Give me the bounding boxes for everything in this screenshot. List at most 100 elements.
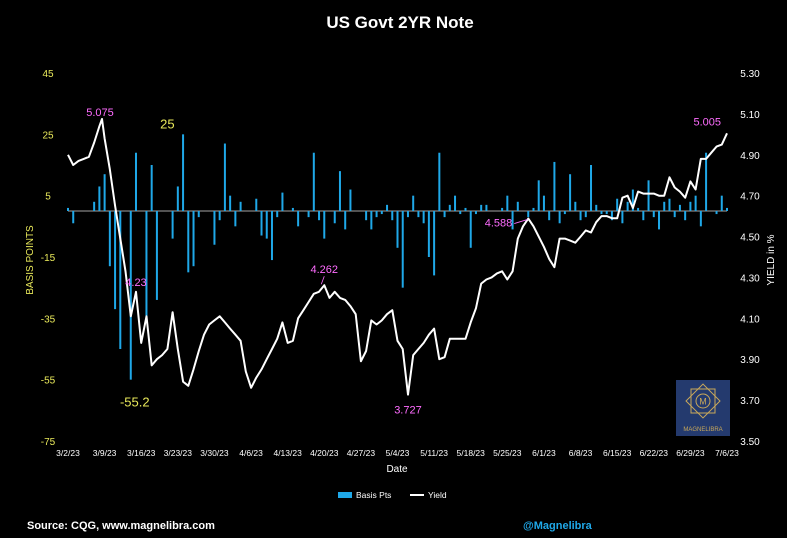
bar bbox=[182, 134, 185, 211]
x-tick-label: 6/1/23 bbox=[532, 448, 556, 458]
bar bbox=[349, 189, 352, 211]
magnelibra-logo: M MAGNELIBRA bbox=[676, 380, 730, 436]
bar bbox=[396, 211, 399, 248]
bar bbox=[595, 204, 598, 211]
bar bbox=[658, 211, 661, 230]
bar bbox=[386, 204, 389, 211]
bar bbox=[239, 201, 242, 211]
annotation-label: 3.727 bbox=[394, 405, 422, 417]
right-axis-ticks: 5.30 5.10 4.90 4.70 4.50 4.30 4.10 3.90 3.70 3.50 bbox=[740, 69, 760, 448]
x-tick-label: 3/9/23 bbox=[93, 448, 117, 458]
bar bbox=[406, 211, 409, 218]
bar bbox=[155, 211, 158, 300]
annotation-label: -55.2 bbox=[120, 394, 150, 409]
bar bbox=[134, 152, 137, 211]
bar bbox=[391, 211, 394, 221]
logo-text: MAGNELIBRA bbox=[683, 427, 722, 433]
x-axis-ticks: 3/2/23 3/9/23 3/16/23 3/23/23 3/30/23 4/6/23 4… bbox=[56, 448, 739, 458]
chart-title: US Govt 2YR Note bbox=[326, 13, 473, 32]
bar bbox=[511, 211, 514, 230]
annotation-leader bbox=[320, 276, 325, 285]
bar bbox=[276, 211, 279, 218]
bar bbox=[223, 143, 226, 211]
x-tick-label: 5/18/23 bbox=[457, 448, 486, 458]
right-tick-label: 4.10 bbox=[740, 314, 760, 325]
source-text: Source: CQG, www.magnelibra.com bbox=[27, 520, 215, 532]
bar bbox=[229, 195, 232, 211]
bar bbox=[291, 207, 294, 211]
bar bbox=[318, 211, 321, 221]
y-axis-title-left: BASIS POINTS bbox=[25, 225, 36, 295]
right-tick-label: 4.30 bbox=[740, 273, 760, 284]
bar bbox=[527, 211, 530, 218]
bar bbox=[375, 211, 378, 218]
bar bbox=[542, 195, 545, 211]
annotation-label: 5.075 bbox=[86, 107, 114, 119]
bar bbox=[433, 211, 436, 276]
bar bbox=[715, 211, 718, 215]
bar bbox=[506, 195, 509, 211]
x-tick-label: 3/2/23 bbox=[56, 448, 80, 458]
bar bbox=[338, 171, 341, 211]
bar bbox=[281, 192, 284, 211]
bar bbox=[532, 207, 535, 211]
right-tick-label: 4.90 bbox=[740, 151, 760, 162]
annotation-label: 5.005 bbox=[693, 116, 721, 128]
bar bbox=[213, 211, 216, 245]
bar bbox=[422, 211, 425, 224]
bar bbox=[176, 186, 179, 211]
bar bbox=[726, 207, 728, 211]
annotation-label: 25 bbox=[160, 116, 174, 131]
annotation-label: 4.23 bbox=[125, 277, 146, 289]
bar bbox=[558, 211, 561, 224]
bar bbox=[469, 211, 472, 248]
bar bbox=[323, 211, 326, 239]
x-tick-label: 3/16/23 bbox=[127, 448, 156, 458]
bar bbox=[401, 211, 404, 288]
right-tick-label: 4.70 bbox=[740, 192, 760, 203]
bar bbox=[265, 211, 268, 239]
left-axis-ticks: 45 25 5 -15 -35 -55 -75 bbox=[41, 69, 56, 448]
bar bbox=[438, 152, 441, 211]
left-tick-label: -75 bbox=[41, 437, 56, 448]
bar bbox=[569, 174, 572, 211]
x-tick-label: 3/23/23 bbox=[164, 448, 193, 458]
x-tick-label: 5/4/23 bbox=[386, 448, 410, 458]
bar bbox=[610, 211, 613, 221]
bar bbox=[365, 211, 368, 221]
left-tick-label: 45 bbox=[42, 69, 54, 80]
bar bbox=[631, 189, 634, 211]
x-tick-label: 6/8/23 bbox=[569, 448, 593, 458]
x-tick-label: 4/20/23 bbox=[310, 448, 339, 458]
bar bbox=[563, 211, 566, 215]
right-tick-label: 5.10 bbox=[740, 110, 760, 121]
bar bbox=[197, 211, 200, 218]
bar bbox=[114, 211, 117, 310]
bar bbox=[600, 211, 603, 215]
bar bbox=[684, 211, 687, 221]
bar bbox=[480, 204, 483, 211]
x-tick-label: 5/25/23 bbox=[493, 448, 522, 458]
basis-points-bars bbox=[67, 134, 728, 380]
bar bbox=[673, 211, 676, 218]
bar bbox=[312, 152, 315, 211]
bar bbox=[663, 201, 666, 211]
bar bbox=[255, 198, 258, 211]
bar bbox=[150, 165, 153, 211]
bar bbox=[297, 211, 300, 227]
bar bbox=[108, 211, 111, 267]
x-tick-label: 6/15/23 bbox=[603, 448, 632, 458]
twitter-handle[interactable]: @Magnelibra bbox=[523, 520, 593, 532]
legend: Basis Pts Yield bbox=[338, 490, 447, 500]
bar bbox=[626, 201, 629, 211]
bar bbox=[501, 207, 504, 211]
x-tick-label: 4/27/23 bbox=[347, 448, 376, 458]
legend-basis-pts: Basis Pts bbox=[356, 490, 391, 500]
bar bbox=[333, 211, 336, 224]
bar bbox=[616, 198, 619, 211]
logo-letter: M bbox=[699, 397, 707, 407]
bar bbox=[464, 207, 467, 211]
left-tick-label: 5 bbox=[45, 192, 51, 203]
bar bbox=[720, 195, 723, 211]
